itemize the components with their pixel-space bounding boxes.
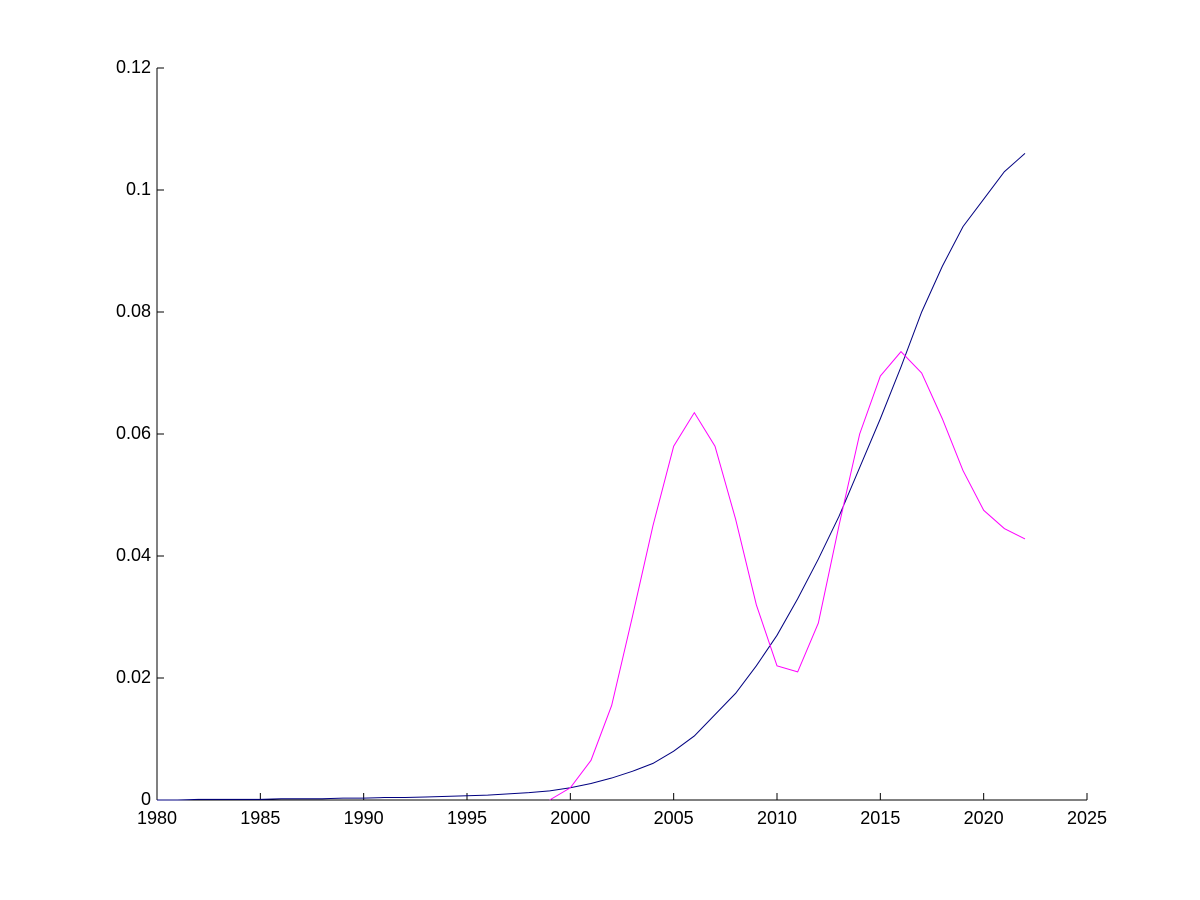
x-tick-label: 1980 [137,808,177,828]
x-tick-label: 1990 [344,808,384,828]
y-tick-label: 0.06 [116,423,151,443]
y-tick-label: 0 [141,789,151,809]
x-tick-label: 2025 [1067,808,1107,828]
x-tick-label: 2020 [964,808,1004,828]
y-tick-label: 0.08 [116,301,151,321]
y-tick-label: 0.02 [116,667,151,687]
x-tick-label: 2000 [550,808,590,828]
x-tick-label: 2010 [757,808,797,828]
y-tick-label: 0.12 [116,57,151,77]
line-series [549,350,1026,801]
x-tick-label: 2015 [860,808,900,828]
line-series [157,153,1026,801]
x-tick-label: 1995 [447,808,487,828]
y-tick-label: 0.1 [126,179,151,199]
x-tick-label: 1985 [240,808,280,828]
x-tick-label: 2005 [654,808,694,828]
y-tick-label: 0.04 [116,545,151,565]
